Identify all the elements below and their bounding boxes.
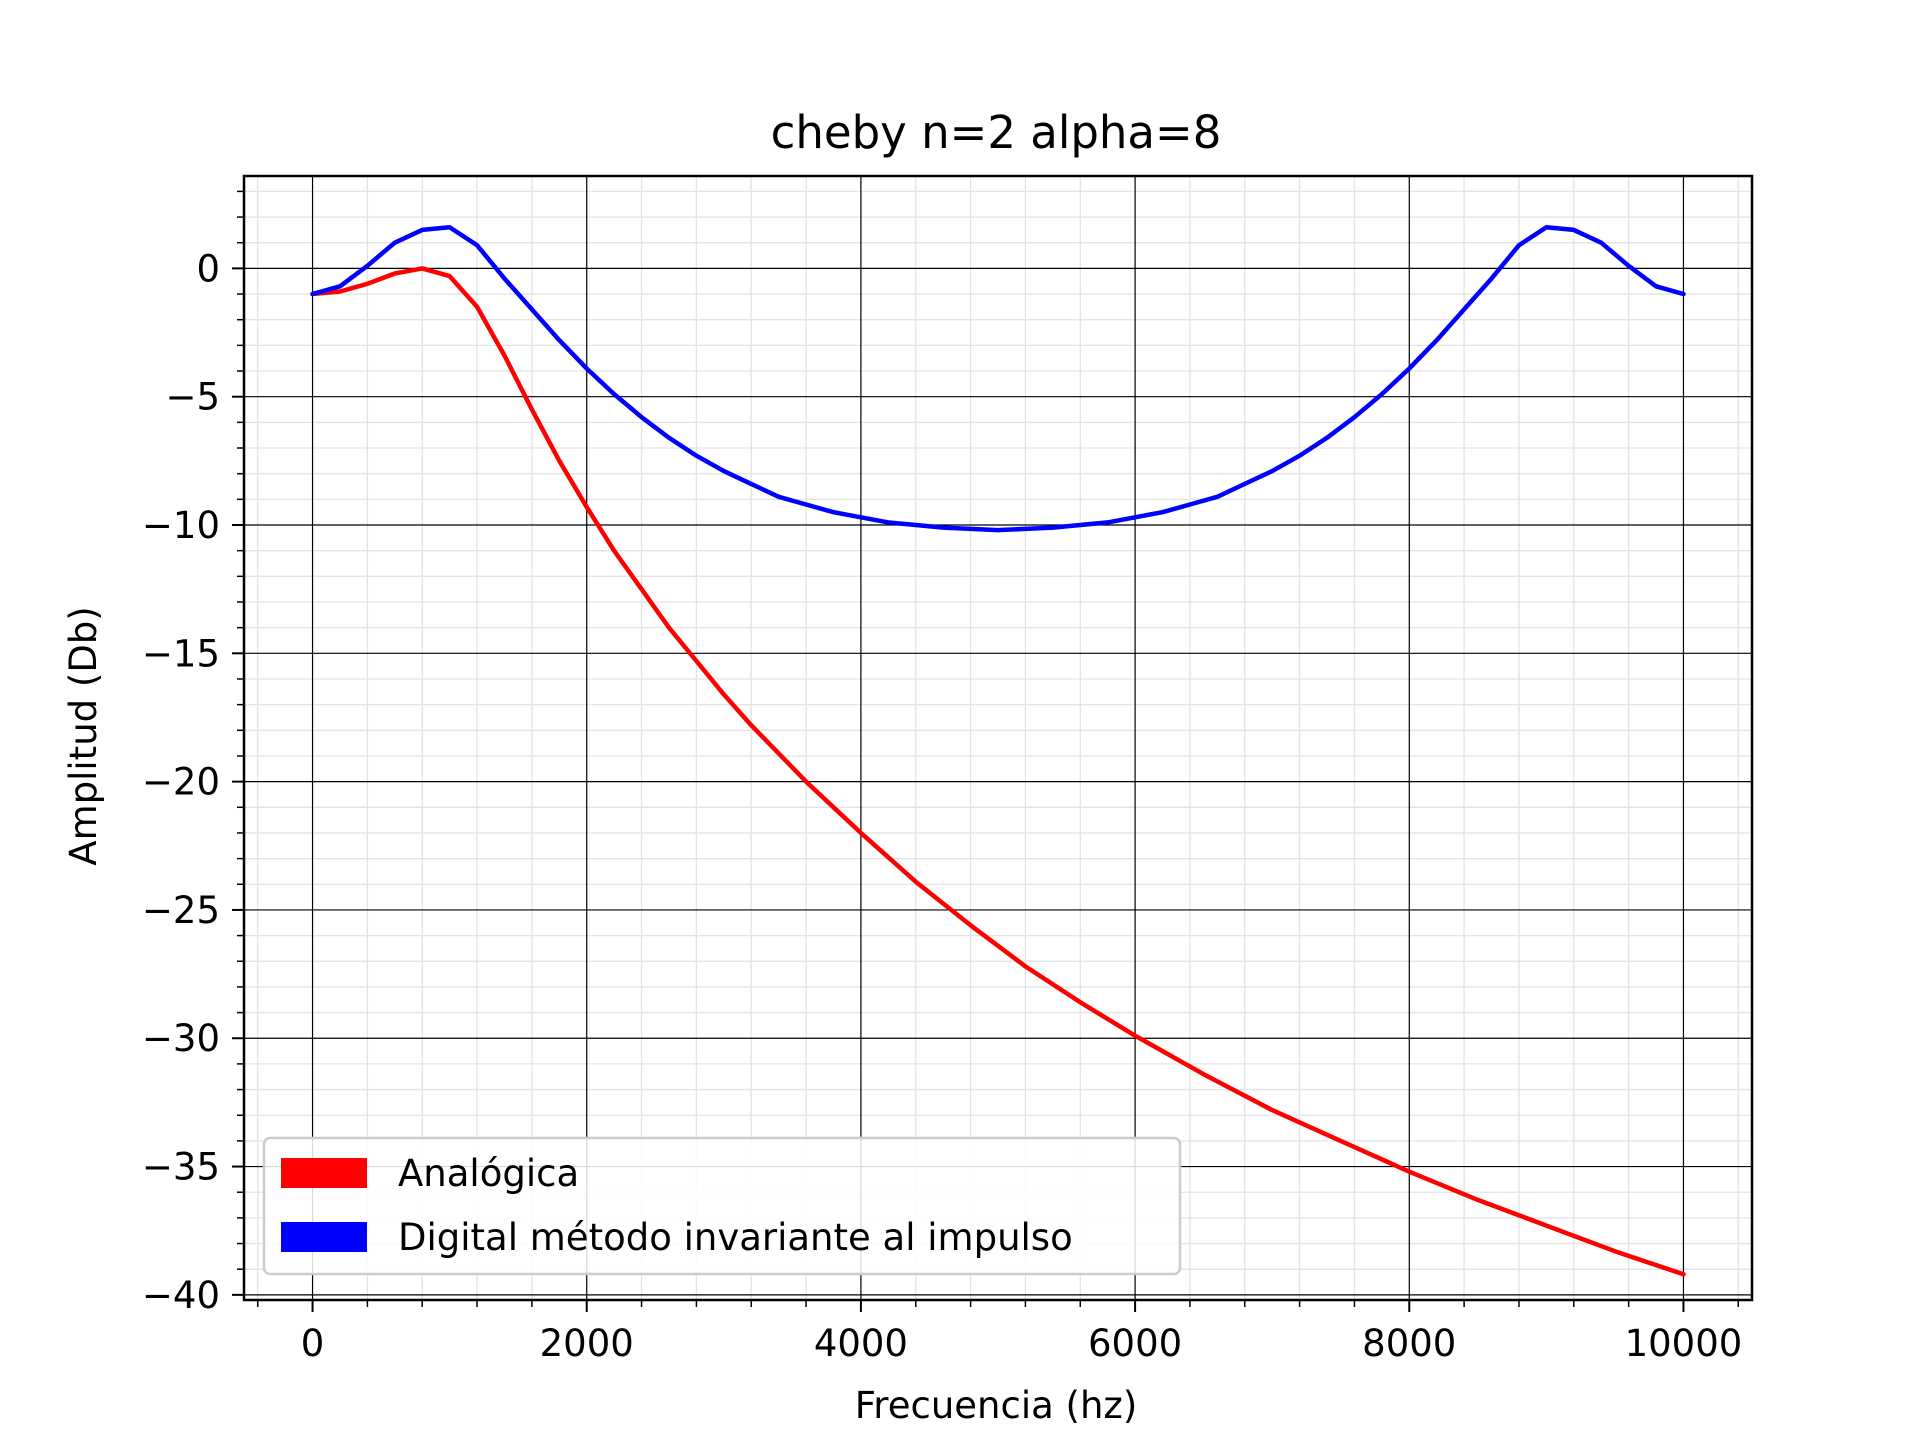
- y-tick-label: −10: [142, 504, 220, 547]
- legend-label-analogica: Analógica: [398, 1152, 579, 1195]
- series-line-digital: [310, 225, 1686, 533]
- legend-swatch-digital: [281, 1222, 367, 1252]
- legend: Analógica Digital método invariante al i…: [262, 1136, 1182, 1276]
- x-tick-label: 2000: [540, 1322, 634, 1365]
- x-tick-label: 8000: [1362, 1322, 1456, 1365]
- series-layer: [310, 225, 1686, 1277]
- x-tick-label: 0: [301, 1322, 325, 1365]
- x-tick-label: 6000: [1088, 1322, 1182, 1365]
- y-axis-label: Amplitud (Db): [62, 606, 105, 865]
- legend-label-digital: Digital método invariante al impulso: [398, 1216, 1073, 1259]
- major-grid: [244, 176, 1752, 1300]
- legend-box: [262, 1136, 1182, 1276]
- x-axis-label: Frecuencia (hz): [855, 1384, 1138, 1427]
- x-tick-label: 10000: [1625, 1322, 1743, 1365]
- series-line-analogica: [310, 266, 1686, 1277]
- chart-title: cheby n=2 alpha=8: [771, 106, 1222, 159]
- legend-swatch-analogica: [281, 1158, 367, 1188]
- minor-grid: [244, 176, 1752, 1300]
- y-tick-label: −5: [165, 376, 220, 419]
- y-tick-label: 0: [196, 247, 220, 290]
- y-tick-label: −30: [142, 1017, 220, 1060]
- plot-frame: [242, 174, 1754, 1302]
- ticks-layer: 0 2000 4000 6000 8000 10000 0 −5 −10 −15 −20 −25 −30…: [142, 190, 1743, 1365]
- y-tick-label: −35: [142, 1146, 220, 1189]
- y-tick-label: −20: [142, 761, 220, 804]
- y-tick-label: −15: [142, 632, 220, 675]
- plot-area: 0 2000 4000 6000 8000 10000 0 −5 −10 −15 −20 −25 −30…: [142, 174, 1754, 1365]
- x-tick-label: 4000: [814, 1322, 908, 1365]
- y-tick-label: −25: [142, 889, 220, 932]
- y-tick-label: −40: [142, 1274, 220, 1317]
